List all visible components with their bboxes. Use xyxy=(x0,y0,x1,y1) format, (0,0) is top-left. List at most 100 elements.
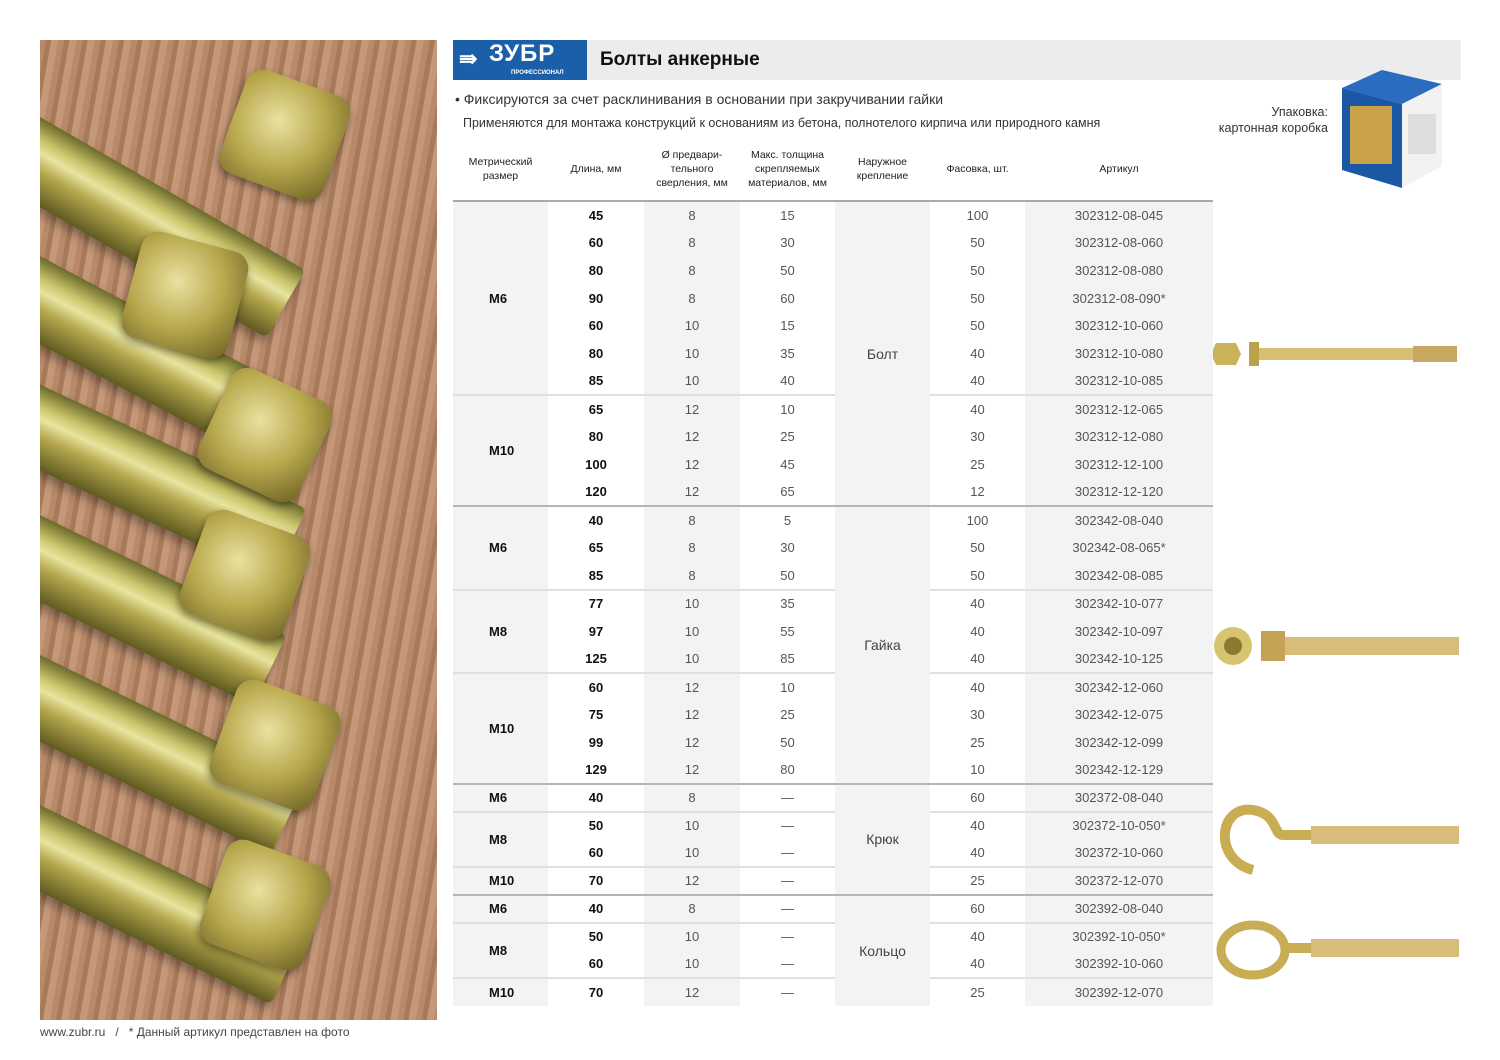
mount-type-cell: Гайка xyxy=(835,505,930,784)
bolt-anchor-image xyxy=(1213,342,1457,366)
table-row: M6 40 8— Кольцо 60 302392-08-040 xyxy=(453,893,1213,1006)
metric-size-cell: M10 xyxy=(453,671,548,784)
pack-qty-cell: 25 xyxy=(970,734,985,750)
pack-qty-cell: 12 xyxy=(970,484,985,500)
table-row: 60 10 — 40 302372-10-060 xyxy=(453,839,1213,867)
table-row: 60 10 — 40 302392-10-060 xyxy=(453,950,1213,978)
table-row: 80 10 35 40 302312-10-080 xyxy=(453,339,1213,368)
table-row: 100 12 45 25 302312-12-100 xyxy=(453,450,1213,479)
drill-diameter-cell: 12 xyxy=(644,866,740,895)
max-thickness-cell: 50 xyxy=(780,734,795,750)
pack-qty-cell: 40 xyxy=(930,921,1025,951)
column-header: Метрический размер xyxy=(453,138,548,202)
pack-qty-cell: 100 xyxy=(930,505,1025,534)
pack-qty-cell: 50 xyxy=(970,262,985,278)
length-cell: 75 xyxy=(588,706,604,722)
table-row: 85 10 40 40 302312-10-085 xyxy=(453,367,1213,396)
packaging-info: Упаковка: картонная коробка xyxy=(1218,105,1328,135)
page-title: Болты анкерные xyxy=(600,49,760,70)
metric-size-cell: M6 xyxy=(453,505,548,590)
product-photo xyxy=(40,40,437,1020)
metric-size-cell: M10 xyxy=(453,866,548,895)
mount-type-cell: Крюк xyxy=(835,782,930,895)
pack-qty-cell: 10 xyxy=(970,761,985,777)
pack-qty-cell: 25 xyxy=(970,457,985,473)
drill-diameter-cell: 12 xyxy=(644,700,740,729)
drill-diameter-cell: 8 xyxy=(644,893,740,923)
length-cell: 65 xyxy=(588,540,604,556)
header-bar: ⇛ ЗУБР ПРОФЕССИОНАЛ Болты анкерные xyxy=(453,40,1461,80)
article-cell: 302342-12-060 xyxy=(1025,671,1213,701)
anchor-bolts-table: Метрический размер Длина, мм Ø предвари-те… xyxy=(453,138,1213,1006)
article-cell: 302312-10-085 xyxy=(1025,367,1213,396)
max-thickness-cell: 60 xyxy=(780,290,795,306)
table-row: M6 40 8 5 Гайка 100 302342-08-040 xyxy=(453,505,1213,784)
length-cell: 70 xyxy=(548,977,644,1006)
pack-qty-cell: 100 xyxy=(966,207,989,223)
table-row: 80 12 25 30 302312-12-080 xyxy=(453,423,1213,451)
drill-diameter-cell: 10 xyxy=(644,367,740,396)
metric-size-cell: M6 xyxy=(453,782,548,812)
article-cell: 302392-12-070 xyxy=(1025,977,1213,1006)
drill-diameter-cell: 8 xyxy=(644,782,740,812)
max-thickness-cell: 30 xyxy=(780,235,795,251)
length-cell: 85 xyxy=(588,567,604,583)
pack-qty-cell: 25 xyxy=(930,866,1025,895)
pack-qty-cell: 30 xyxy=(970,429,985,445)
pack-qty-cell: 40 xyxy=(930,394,1025,423)
max-thickness-cell: 65 xyxy=(780,484,795,500)
length-cell: 90 xyxy=(588,290,604,306)
article-cell: 302342-12-129 xyxy=(1025,756,1213,784)
max-thickness-cell: — xyxy=(740,977,835,1006)
length-cell: 80 xyxy=(588,429,604,445)
table-row: M10 65 12 10 40 302312-12-065 xyxy=(453,394,1213,507)
pack-qty-cell: 40 xyxy=(970,623,985,639)
length-cell: 80 xyxy=(588,346,604,362)
drill-diameter-cell: 10 xyxy=(644,645,740,673)
length-cell: 40 xyxy=(548,505,644,534)
metric-size-cell: M8 xyxy=(453,588,548,673)
drill-diameter-cell: 8 xyxy=(644,201,740,229)
table-row: 120 12 65 12 302312-12-120 xyxy=(453,478,1213,507)
max-thickness-cell: 85 xyxy=(780,650,795,666)
length-cell: 99 xyxy=(588,734,604,750)
length-cell: 80 xyxy=(588,262,604,278)
footnote: * Данный артикул представлен на фото xyxy=(128,1025,350,1039)
ring-anchor-image xyxy=(1216,920,1459,980)
max-thickness-cell: — xyxy=(740,782,835,812)
length-cell: 60 xyxy=(588,845,604,861)
column-header: Фасовка, шт. xyxy=(930,138,1025,202)
max-thickness-cell: 30 xyxy=(780,540,795,556)
max-thickness-cell: 5 xyxy=(740,505,835,534)
pack-qty-cell: 30 xyxy=(970,706,985,722)
max-thickness-cell: — xyxy=(740,866,835,895)
article-cell: 302342-12-099 xyxy=(1025,728,1213,756)
article-cell: 302342-10-097 xyxy=(1025,617,1213,645)
article-cell: 302312-10-060 xyxy=(1025,312,1213,340)
article-cell: 302312-10-080 xyxy=(1025,339,1213,368)
drill-diameter-cell: 8 xyxy=(644,284,740,312)
drill-diameter-cell: 10 xyxy=(644,950,740,978)
pack-qty-cell: 60 xyxy=(930,893,1025,923)
drill-diameter-cell: 8 xyxy=(644,561,740,590)
pack-qty-cell: 40 xyxy=(930,588,1025,618)
table-row: M10 70 12— 25 302372-12-070 xyxy=(453,866,1213,895)
drill-diameter-cell: 8 xyxy=(644,256,740,285)
website-link[interactable]: www.zubr.ru xyxy=(40,1025,106,1039)
column-header: Артикул xyxy=(1025,138,1213,202)
drill-diameter-cell: 8 xyxy=(644,228,740,257)
column-header: Наружное крепление xyxy=(835,138,930,202)
pack-qty-cell: 50 xyxy=(970,567,985,583)
max-thickness-cell: — xyxy=(781,845,794,861)
drill-diameter-cell: 12 xyxy=(644,394,740,423)
article-cell: 302312-12-065 xyxy=(1025,394,1213,423)
pack-qty-cell: 40 xyxy=(930,810,1025,840)
brand-logo: ⇛ ЗУБР ПРОФЕССИОНАЛ xyxy=(453,40,587,80)
max-thickness-cell: 15 xyxy=(780,318,795,334)
table-row: M8 50 10—40 302372-10-050* xyxy=(453,810,1213,867)
drill-diameter-cell: 12 xyxy=(644,977,740,1006)
max-thickness-cell: 10 xyxy=(740,394,835,423)
article-cell: 302342-10-125 xyxy=(1025,645,1213,673)
max-thickness-cell: — xyxy=(740,921,835,951)
drill-diameter-cell: 12 xyxy=(644,450,740,479)
